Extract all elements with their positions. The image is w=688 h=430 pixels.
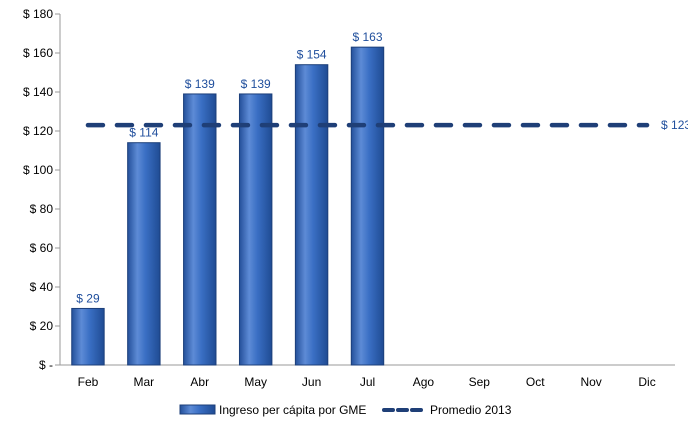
bar	[238, 93, 273, 366]
y-tick-label: $ 140	[23, 85, 53, 99]
x-tick-label: Jul	[360, 375, 375, 389]
legend: Ingreso per cápita por GME Promedio 2013	[179, 403, 512, 417]
y-tick-label: $ -	[39, 358, 53, 372]
x-tick-label: Nov	[580, 375, 601, 389]
legend-label-line: Promedio 2013	[430, 403, 512, 417]
bar-series: $ 29 $ 114 $ 139 $ 139 $ 154 $ 163	[71, 30, 385, 366]
x-tick-label: Ago	[413, 375, 435, 389]
bar	[127, 142, 161, 366]
bar	[183, 93, 217, 366]
bar-data-label: $ 163	[352, 30, 382, 44]
x-tick-label: Feb	[78, 375, 99, 389]
y-tick-label: $ 60	[30, 241, 54, 255]
bar-data-label: $ 139	[241, 77, 271, 91]
x-tick-label: Dic	[638, 375, 655, 389]
x-tick-label: Abr	[190, 375, 209, 389]
bar	[350, 46, 385, 366]
x-tick-label: Sep	[469, 375, 491, 389]
legend-swatch-bar	[179, 404, 216, 415]
x-tick-label: Jun	[302, 375, 321, 389]
y-tick-label: $ 20	[30, 319, 54, 333]
bar-data-label: $ 154	[297, 48, 327, 62]
bar-data-label: $ 139	[185, 77, 215, 91]
x-tick-label: Mar	[134, 375, 155, 389]
y-tick-label: $ 160	[23, 46, 53, 60]
legend-label-bar: Ingreso per cápita por GME	[219, 403, 366, 417]
x-tick-label: Oct	[526, 375, 545, 389]
bar	[294, 64, 329, 366]
y-axis-ticks: $ - $ 20 $ 40 $ 60 $ 80 $ 100 $ 120 $ 140 $ 160 $…	[23, 7, 60, 372]
x-axis-ticks: Feb Mar Abr May Jun Jul Ago Sep Oct Nov Dic	[78, 375, 656, 389]
y-tick-label: $ 40	[30, 280, 54, 294]
bar	[71, 307, 105, 366]
y-tick-label: $ 180	[23, 7, 53, 21]
bar-data-label: $ 29	[76, 291, 100, 305]
x-tick-label: May	[244, 375, 267, 389]
average-data-label: $ 123	[661, 118, 688, 132]
y-tick-label: $ 120	[23, 124, 53, 138]
bar-data-label: $ 114	[129, 126, 158, 140]
y-tick-label: $ 80	[30, 202, 54, 216]
y-tick-label: $ 100	[23, 163, 53, 177]
average-series: $ 123	[85, 118, 688, 132]
